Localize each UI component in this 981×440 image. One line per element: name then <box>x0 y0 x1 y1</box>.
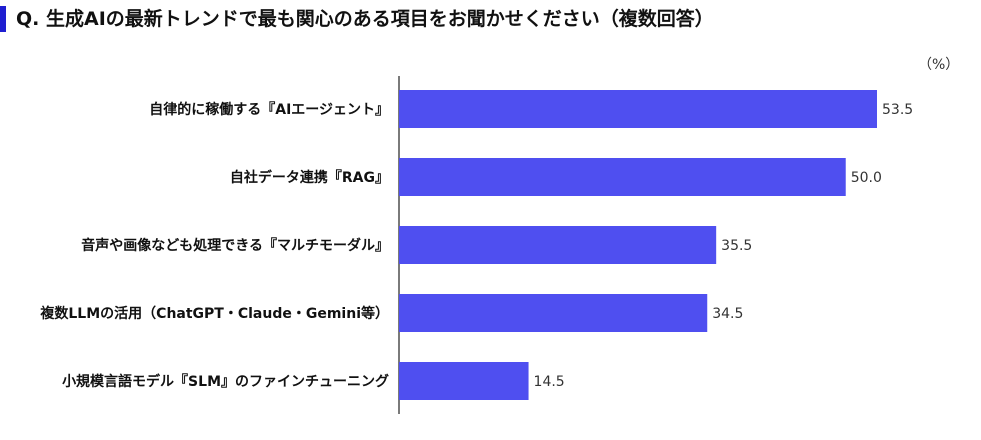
value-label: 14.5 <box>534 374 565 390</box>
bar <box>399 362 529 400</box>
bar <box>399 226 717 264</box>
category-label: 小規模言語モデル『SLM』のファインチューニング <box>62 373 389 390</box>
value-label: 35.5 <box>721 238 752 254</box>
value-label: 34.5 <box>712 306 743 322</box>
category-label: 音声や画像なども処理できる『マルチモーダル』 <box>81 237 389 254</box>
value-label: 50.0 <box>851 170 882 186</box>
bar <box>399 158 846 196</box>
title-accent-bar <box>0 6 6 32</box>
bar <box>399 90 877 128</box>
category-label: 自律的に稼働する『AIエージェント』 <box>149 101 389 118</box>
bar <box>399 294 708 332</box>
category-label: 自社データ連携『RAG』 <box>230 169 389 186</box>
category-label: 複数LLMの活用（ChatGPT・Claude・Gemini等） <box>39 305 389 322</box>
chart-title: Q. 生成AIの最新トレンドで最も関心のある項目をお聞かせください（複数回答） <box>16 8 714 30</box>
unit-label: （%） <box>918 57 960 73</box>
value-label: 53.5 <box>882 102 913 118</box>
